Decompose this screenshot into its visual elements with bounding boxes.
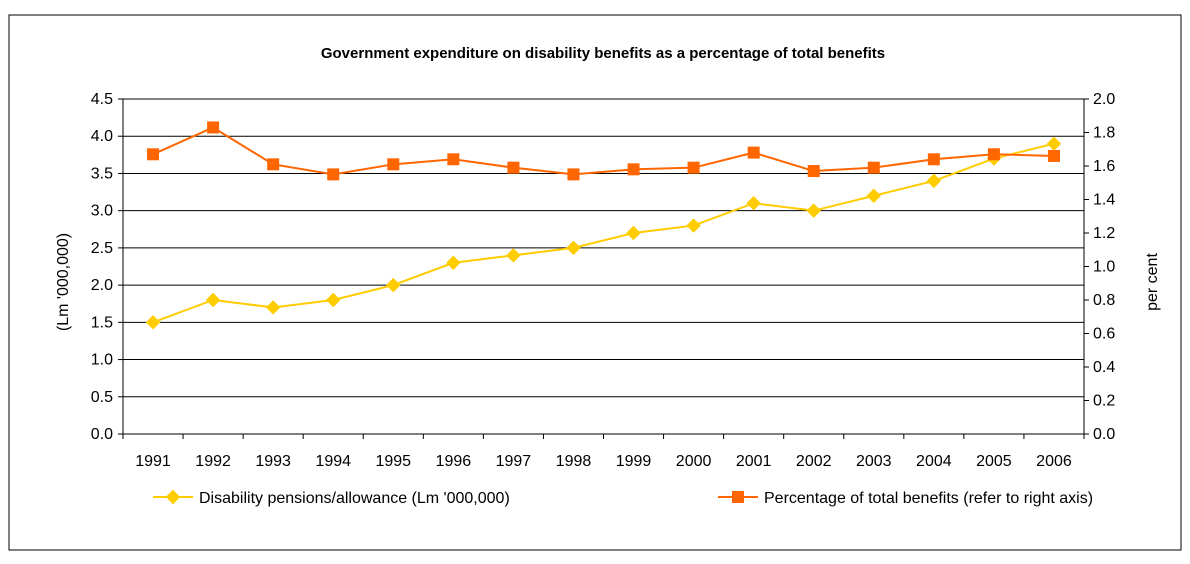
data-point [867, 161, 880, 174]
data-point [506, 248, 521, 263]
data-point [807, 165, 820, 178]
series-1 [145, 136, 1062, 330]
x-tick-label: 2001 [736, 453, 772, 470]
x-tick-label: 1997 [496, 453, 532, 470]
x-tick-label: 1996 [436, 453, 472, 470]
y2-tick-label: 1.4 [1093, 192, 1115, 209]
legend-marker [165, 489, 181, 505]
data-point [747, 146, 760, 159]
data-point [927, 153, 940, 166]
y2-tick-label: 0.8 [1093, 292, 1115, 309]
y2-tick-label: 1.0 [1093, 259, 1115, 276]
data-point [626, 225, 641, 241]
data-point [567, 168, 580, 181]
legend-item-1: Disability pensions/allowance (Lm '000,0… [153, 489, 510, 507]
series [145, 121, 1062, 330]
data-point [686, 218, 701, 233]
x-tick-label: 1991 [135, 453, 171, 470]
y2-tick-label: 0.4 [1093, 359, 1115, 376]
y-tick-label: 2.0 [91, 277, 113, 294]
y2-tick-label: 0.0 [1093, 426, 1115, 443]
data-point [267, 158, 280, 171]
data-point [147, 148, 160, 161]
series-line [152, 126, 1054, 176]
y2-tick-label: 2.0 [1093, 91, 1115, 108]
x-tick-label: 2000 [676, 453, 712, 470]
y-tick-label: 1.5 [91, 314, 113, 331]
data-point [326, 292, 341, 308]
data-point [327, 168, 340, 181]
data-point [205, 292, 221, 308]
data-point [687, 161, 700, 174]
data-point [446, 255, 461, 270]
chart-frame [8, 14, 1182, 551]
x-tick-label: 2002 [796, 453, 832, 470]
data-point [566, 240, 581, 256]
y2-tick-label: 1.8 [1093, 125, 1115, 142]
y-tick-label: 0.0 [91, 426, 113, 443]
x-tick-label: 1999 [616, 453, 652, 470]
x-tick-label: 2006 [1036, 453, 1072, 470]
legend-item-2: Percentage of total benefits (refer to r… [718, 490, 1093, 507]
y-tick-label: 3.0 [91, 203, 113, 220]
y-tick-label: 4.0 [91, 128, 113, 145]
data-point [1047, 149, 1060, 162]
data-point [926, 173, 942, 189]
data-point [627, 163, 640, 176]
x-tick-label: 1993 [255, 453, 291, 470]
series-2 [147, 121, 1060, 181]
y-tick-label: 1.0 [91, 352, 113, 369]
data-point [265, 300, 281, 315]
x-tick-label: 2004 [916, 453, 952, 470]
legend: Disability pensions/allowance (Lm '000,0… [153, 489, 1093, 507]
x-tick-label: 1992 [195, 453, 231, 470]
legend-marker [732, 491, 744, 503]
data-point [806, 203, 821, 218]
y2-tick-label: 1.6 [1093, 158, 1115, 175]
y2-axis-label: per cent [1144, 253, 1161, 311]
data-point [386, 277, 401, 293]
y-tick-label: 0.5 [91, 389, 113, 406]
x-tick-label: 2005 [976, 453, 1012, 470]
data-point [447, 153, 460, 166]
data-point [207, 121, 220, 134]
y-axis-label: (Lm '000,000) [55, 233, 72, 331]
y2-tick-label: 0.6 [1093, 326, 1115, 343]
y-tick-label: 3.5 [91, 165, 113, 182]
data-point [987, 148, 1000, 161]
gridlines [123, 98, 1084, 398]
y-tick-label: 2.5 [91, 240, 113, 257]
axes: 0.0 0.5 1.0 1.5 2.0 2.5 3.0 3.5 4.0 4.5 0.0 0.2 0.4 0… [91, 91, 1116, 470]
y2-tick-label: 0.2 [1093, 393, 1115, 410]
legend-label: Disability pensions/allowance (Lm '000,0… [199, 490, 510, 507]
chart-title: Government expenditure on disability ben… [321, 45, 885, 62]
data-point [507, 161, 520, 174]
data-point [746, 196, 761, 211]
y-tick-label: 4.5 [91, 91, 113, 108]
x-tick-label: 1998 [556, 453, 592, 470]
data-point [866, 188, 881, 203]
x-tick-label: 1994 [315, 453, 351, 470]
data-point [387, 158, 400, 171]
y2-tick-label: 1.2 [1093, 225, 1115, 242]
data-point [145, 315, 161, 330]
series-line [152, 142, 1055, 324]
legend-label: Percentage of total benefits (refer to r… [764, 490, 1093, 507]
x-tick-label: 2003 [856, 453, 892, 470]
x-tick-label: 1995 [375, 453, 411, 470]
